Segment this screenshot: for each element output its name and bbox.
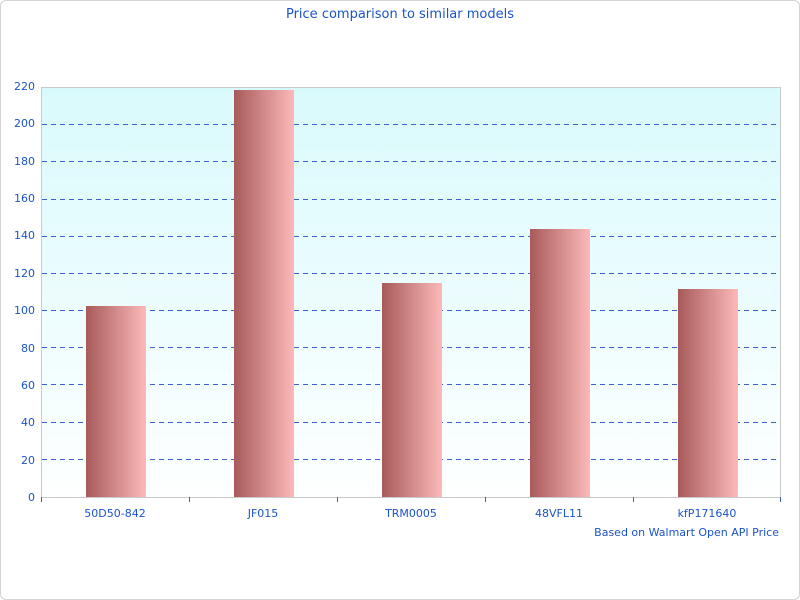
y-tick-label-60: 60 bbox=[21, 378, 35, 392]
bar-TRM0005 bbox=[382, 283, 442, 497]
x-category-label: kfP171640 bbox=[677, 507, 737, 520]
gridline-120 bbox=[42, 272, 780, 274]
x-tick-mark bbox=[780, 497, 781, 502]
y-axis: 0 20 40 60 80 100 120 140 160 180 200 220 bbox=[1, 80, 35, 504]
y-tick-label-120: 120 bbox=[14, 266, 35, 280]
x-tick-mark bbox=[633, 497, 634, 502]
bar-50D50-842 bbox=[86, 305, 146, 497]
bar-kfP171640 bbox=[678, 288, 738, 497]
x-category-label: TRM0005 bbox=[385, 507, 437, 520]
gridline-200 bbox=[42, 124, 780, 126]
y-tick-label-140: 140 bbox=[14, 229, 35, 243]
y-tick-label-160: 160 bbox=[14, 192, 35, 206]
bar-JF015 bbox=[234, 89, 294, 497]
gridline-180 bbox=[42, 161, 780, 163]
x-tick-mark bbox=[189, 497, 190, 502]
x-axis-ticks bbox=[41, 497, 781, 503]
y-tick-label-20: 20 bbox=[21, 453, 35, 467]
y-tick-label-40: 40 bbox=[21, 416, 35, 430]
y-tick-label-180: 180 bbox=[14, 154, 35, 168]
y-tick-label-80: 80 bbox=[21, 341, 35, 355]
gridline-160 bbox=[42, 198, 780, 200]
y-tick-label-220: 220 bbox=[14, 80, 35, 93]
bar-48VFL11 bbox=[530, 229, 590, 497]
chart-title: Price comparison to similar models bbox=[285, 7, 515, 22]
gridline-140 bbox=[42, 235, 780, 237]
plot-area bbox=[41, 87, 781, 498]
x-category-label: JF015 bbox=[247, 507, 279, 520]
y-tick-label-200: 200 bbox=[14, 117, 35, 131]
y-tick-label-0: 0 bbox=[28, 491, 35, 504]
y-tick-label-100: 100 bbox=[14, 304, 35, 318]
source-note: Based on Walmart Open API Price bbox=[594, 526, 779, 539]
x-tick-mark bbox=[485, 497, 486, 502]
x-tick-mark bbox=[337, 497, 338, 502]
x-axis: 50D50-842 JF015 TRM0005 48VFL11 kfP171640 bbox=[41, 507, 781, 523]
x-category-label: 50D50-842 bbox=[84, 507, 146, 520]
x-tick-mark bbox=[41, 497, 42, 502]
x-category-label: 48VFL11 bbox=[535, 507, 583, 520]
